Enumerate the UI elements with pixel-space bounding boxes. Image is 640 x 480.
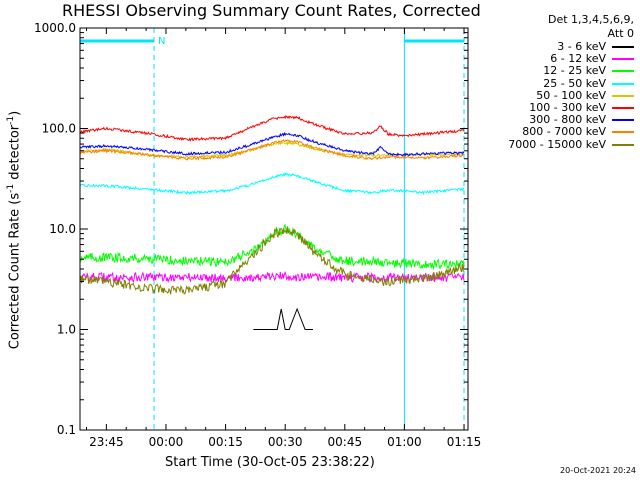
legend-label-6: 300 - 800 keV: [529, 113, 606, 127]
y-axis-label: Corrected Count Rate (s-1 detector-1): [6, 111, 22, 349]
y-axis-label-suffix: ): [7, 110, 23, 116]
legend-item-4: 50 - 100 keV: [508, 88, 634, 102]
series-line-1: [79, 270, 465, 284]
plot-frame: [79, 27, 469, 431]
series-layer: [79, 114, 465, 330]
legend-label-3: 25 - 50 keV: [543, 76, 606, 90]
y-axis-label-sup-1: -1: [6, 183, 16, 193]
series-line-7: [79, 138, 465, 161]
series-line-0: [253, 307, 313, 330]
legend-swatch-4: [612, 94, 634, 97]
legend-swatch-3: [612, 82, 634, 85]
detector-info: Det 1,3,4,5,6,9, Att 0: [548, 13, 634, 41]
legend-item-2: 12 - 25 keV: [508, 65, 634, 77]
chart-title: RHESSI Observing Summary Count Rates, Co…: [62, 1, 481, 20]
detector-info-line-1: Det 1,3,4,5,6,9,: [547, 13, 634, 26]
y-tick-label-4: 1000.0: [34, 21, 76, 35]
series-line-6: [79, 131, 465, 158]
x-tick-label-0: 23:45: [89, 435, 124, 449]
x-tick-label-1: 00:00: [149, 435, 184, 449]
series-line-4: [79, 140, 465, 159]
footer-timestamp: 20-Oct-2021 20:24: [560, 466, 636, 475]
legend-label-5: 100 - 300 keV: [529, 100, 606, 114]
night-label: N: [158, 36, 165, 47]
legend-swatch-7: [612, 131, 634, 134]
y-tick-label-2: 10.0: [49, 222, 76, 236]
detector-info-line-2: Att 0: [607, 27, 634, 40]
legend-item-3: 25 - 50 keV: [508, 76, 634, 90]
x-tick-label-4: 00:45: [328, 435, 363, 449]
x-tick-label-5: 01:00: [387, 435, 422, 449]
x-tick-label-6: 01:15: [447, 435, 482, 449]
legend-swatch-0: [612, 46, 634, 49]
legend-swatch-1: [612, 58, 634, 61]
legend-label-1: 6 - 12 keV: [550, 52, 606, 66]
y-axis-label-sup-2: -1: [6, 115, 16, 125]
legend-swatch-2: [612, 70, 634, 73]
legend-swatch-6: [612, 119, 634, 122]
ticks-layer: 23:45 00:00 00:15 00:30 00:45 01:00 01:15 0.1 1.…: [34, 21, 481, 449]
legend: 3 - 6 keV 6 - 12 keV 12 - 25 keV 25 - 50 ke…: [508, 40, 634, 151]
legend-label-0: 3 - 6 keV: [557, 40, 606, 53]
legend-label-4: 50 - 100 keV: [536, 88, 606, 102]
series-line-8: [79, 226, 465, 295]
y-axis-label-mid: detector: [7, 124, 23, 184]
legend-item-5: 100 - 300 keV: [508, 100, 634, 114]
y-tick-label-0: 0.1: [57, 423, 76, 437]
legend-label-8: 7000 - 15000 keV: [508, 137, 606, 151]
x-tick-label-2: 00:15: [208, 435, 243, 449]
series-line-3: [79, 171, 465, 196]
legend-item-8: 7000 - 15000 keV: [508, 137, 634, 151]
series-line-2: [79, 224, 465, 271]
legend-label-2: 12 - 25 keV: [543, 64, 606, 78]
y-tick-label-1: 1.0: [57, 323, 76, 337]
x-tick-label-3: 00:30: [268, 435, 303, 449]
series-line-5: [79, 114, 465, 142]
x-axis-label: Start Time (30-Oct-05 23:38:22): [165, 455, 375, 470]
legend-swatch-8: [612, 143, 634, 146]
y-tick-label-3: 100.0: [42, 122, 76, 136]
night-interval-layer: N: [79, 28, 465, 430]
legend-item-0: 3 - 6 keV: [508, 40, 634, 53]
legend-item-6: 300 - 800 keV: [508, 113, 634, 127]
legend-item-1: 6 - 12 keV: [508, 52, 634, 66]
y-axis-label-prefix: Corrected Count Rate (s: [7, 192, 23, 350]
legend-swatch-5: [612, 107, 634, 110]
legend-item-7: 800 - 7000 keV: [508, 126, 634, 138]
legend-label-7: 800 - 7000 keV: [522, 125, 606, 139]
